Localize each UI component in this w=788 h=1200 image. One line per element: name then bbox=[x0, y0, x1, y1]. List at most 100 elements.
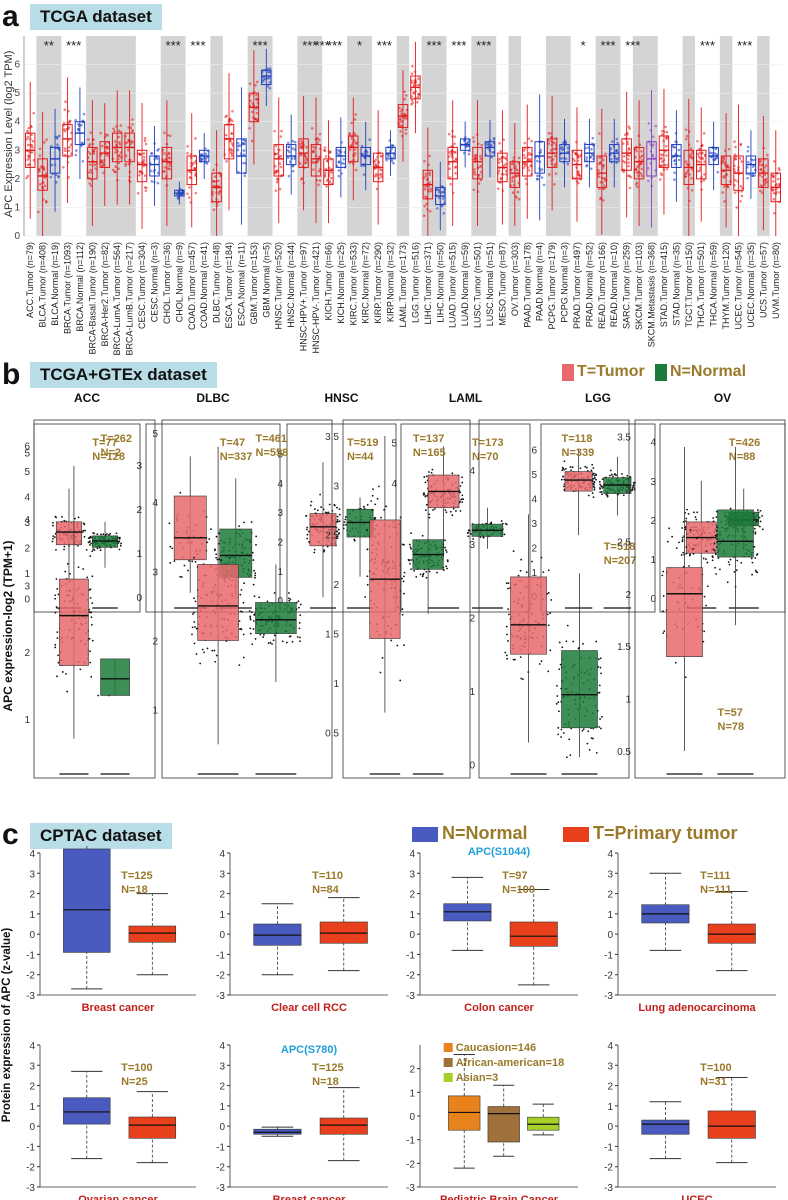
point bbox=[327, 511, 330, 514]
y-tick: 1 bbox=[409, 1088, 415, 1099]
point bbox=[507, 640, 509, 642]
point bbox=[691, 548, 694, 551]
point bbox=[558, 641, 561, 644]
point bbox=[49, 175, 53, 179]
point bbox=[250, 521, 253, 524]
point bbox=[593, 481, 596, 484]
point bbox=[609, 469, 612, 472]
point bbox=[546, 613, 549, 616]
point bbox=[702, 557, 705, 560]
point bbox=[336, 537, 339, 540]
point bbox=[120, 542, 123, 545]
point bbox=[305, 145, 308, 149]
point bbox=[399, 130, 402, 133]
y-tick-0: 0 bbox=[14, 231, 20, 242]
point bbox=[687, 512, 690, 515]
point bbox=[677, 148, 681, 152]
y-tick: 1 bbox=[531, 568, 537, 579]
point bbox=[603, 184, 606, 187]
box-11 bbox=[161, 146, 173, 180]
point bbox=[316, 509, 319, 512]
point bbox=[615, 137, 619, 141]
point bbox=[400, 124, 403, 127]
point bbox=[374, 172, 378, 176]
point bbox=[273, 592, 276, 594]
point bbox=[89, 650, 91, 653]
point bbox=[445, 565, 448, 568]
panel-ucs: UCS0.511.522.533.5T=57N=78 bbox=[617, 419, 786, 779]
panel-title-laml: LAML bbox=[449, 391, 482, 405]
point bbox=[423, 476, 426, 478]
point bbox=[287, 592, 290, 594]
point bbox=[547, 173, 551, 176]
point bbox=[453, 151, 457, 154]
point bbox=[129, 142, 133, 145]
point bbox=[50, 144, 53, 148]
point bbox=[601, 493, 603, 496]
point bbox=[772, 197, 776, 201]
point bbox=[424, 175, 427, 178]
y-tick: 2 bbox=[607, 1082, 613, 1093]
point bbox=[194, 600, 197, 603]
point bbox=[598, 187, 601, 190]
point bbox=[585, 466, 588, 469]
point bbox=[721, 159, 725, 163]
point bbox=[556, 684, 558, 687]
box-26 bbox=[348, 135, 359, 163]
point bbox=[225, 160, 228, 163]
y-tick: 0 bbox=[277, 596, 283, 607]
point bbox=[726, 581, 729, 584]
point bbox=[565, 640, 568, 643]
cancer-title: Lung adenocarcinoma bbox=[638, 1002, 756, 1014]
point bbox=[40, 165, 43, 168]
point bbox=[771, 174, 775, 178]
points-20 bbox=[273, 129, 284, 192]
normal-box bbox=[717, 509, 754, 558]
cptac-panel-1: -3 -2 -1 0 1 2 3 4 Clear cell RCC T=110 N=84 bbox=[216, 849, 388, 1014]
point bbox=[690, 156, 694, 159]
point bbox=[89, 661, 92, 664]
y-tick: 5 bbox=[24, 449, 30, 460]
point bbox=[593, 488, 596, 491]
point bbox=[268, 67, 272, 70]
point bbox=[88, 152, 92, 156]
point bbox=[338, 513, 341, 516]
y-tick: 0 bbox=[29, 1122, 35, 1133]
point bbox=[404, 94, 408, 97]
point bbox=[366, 575, 369, 578]
point bbox=[333, 504, 336, 507]
point bbox=[109, 532, 112, 535]
point bbox=[565, 756, 568, 759]
normal-count: N=88 bbox=[729, 451, 756, 463]
cancer-title: Pediatric Brain Cancer bbox=[440, 1194, 559, 1200]
point bbox=[554, 172, 558, 175]
point bbox=[117, 135, 120, 139]
point bbox=[756, 571, 759, 574]
point bbox=[557, 733, 560, 736]
point bbox=[754, 531, 757, 534]
point bbox=[31, 139, 35, 143]
y-tick: 2 bbox=[277, 537, 283, 548]
point bbox=[89, 555, 92, 558]
point bbox=[117, 154, 121, 158]
point bbox=[324, 171, 327, 175]
point bbox=[323, 549, 326, 552]
point bbox=[706, 561, 709, 564]
point bbox=[681, 540, 684, 543]
panel-c-dataset-tag: CPTAC dataset bbox=[30, 823, 172, 849]
point bbox=[50, 163, 53, 167]
point bbox=[663, 630, 666, 633]
y-tick: 3 bbox=[607, 869, 613, 880]
point bbox=[568, 738, 571, 741]
point bbox=[168, 134, 172, 138]
point bbox=[601, 478, 604, 481]
point bbox=[739, 199, 742, 203]
x-label-60: UVM.Tumor (n=80) bbox=[771, 242, 781, 319]
point bbox=[348, 132, 352, 135]
point bbox=[480, 143, 484, 147]
x-label-42: PCPG.Tumor (n=179) bbox=[547, 242, 557, 329]
point bbox=[194, 137, 197, 140]
panel-title-acc: ACC bbox=[74, 391, 100, 405]
point bbox=[412, 83, 416, 87]
